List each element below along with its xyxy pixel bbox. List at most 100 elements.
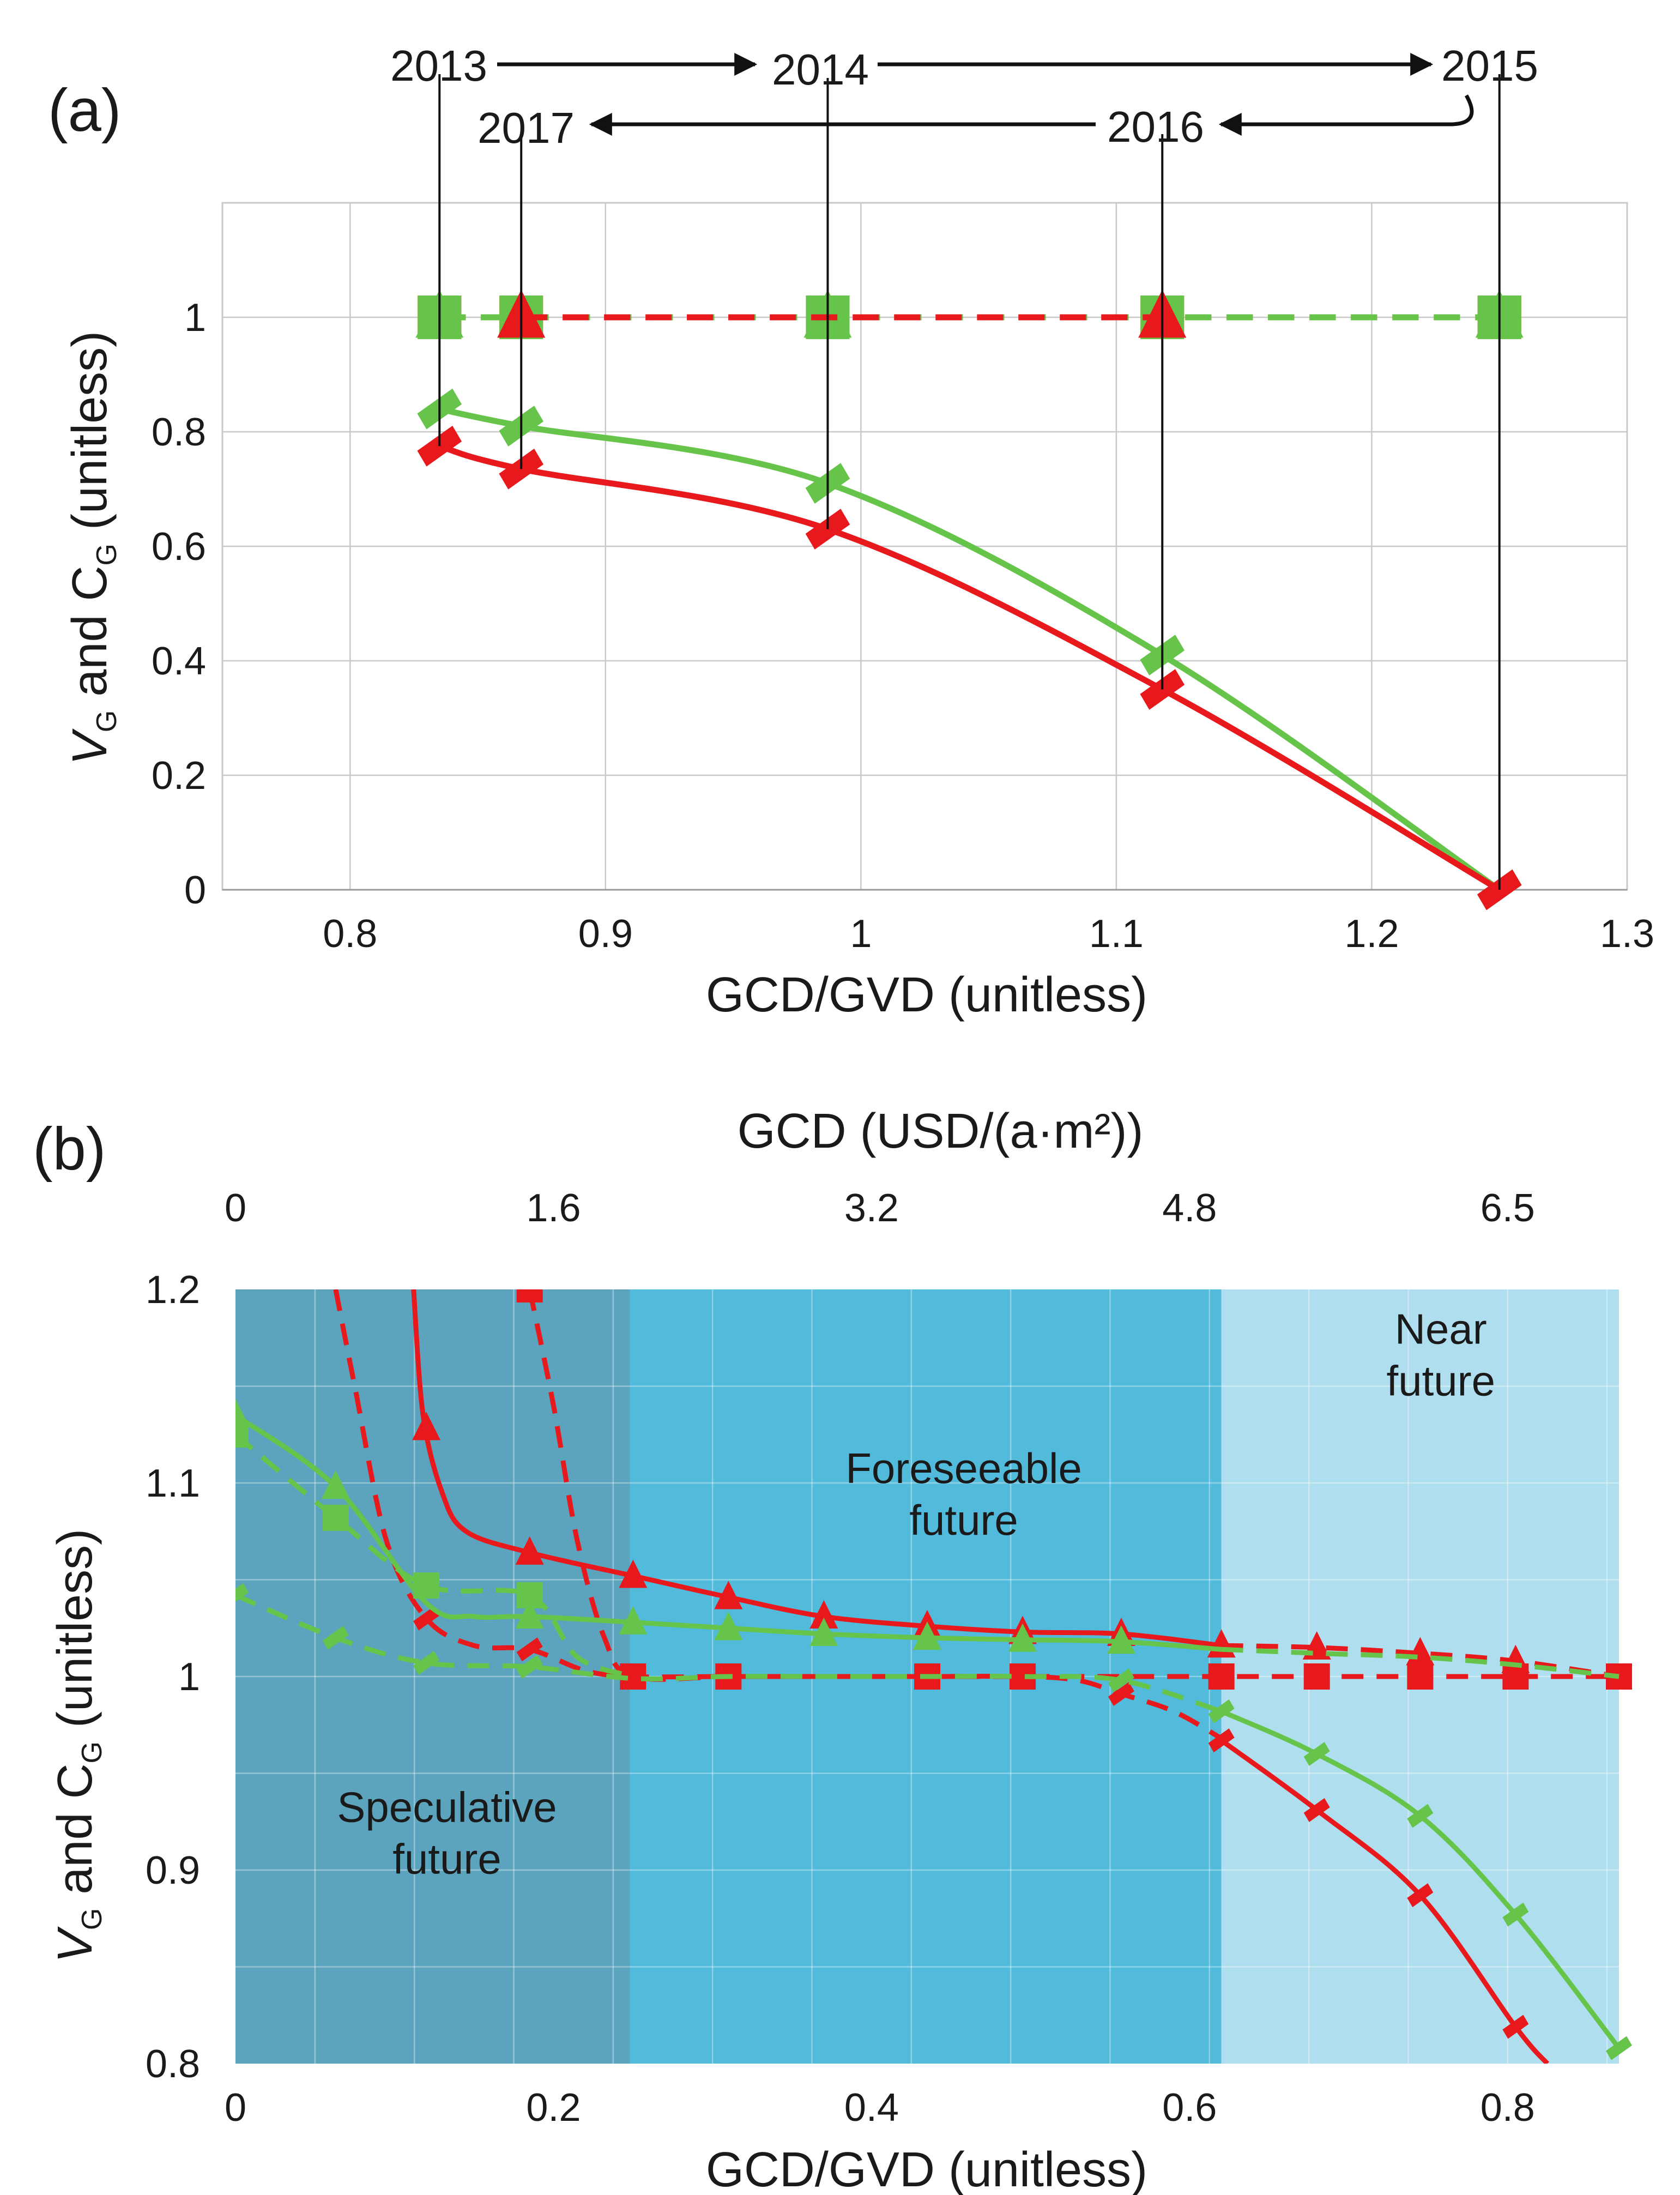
- ylabel-sub-1: G: [76, 1908, 108, 1930]
- x-tick-label: 1.3: [1600, 912, 1654, 956]
- region-background: [235, 1289, 630, 2064]
- ylabel-v: V: [63, 728, 117, 765]
- data-point-marker: [321, 1470, 350, 1499]
- data-point-marker: [714, 1581, 743, 1609]
- series-layer: [235, 1289, 1632, 2064]
- x-tick-label: 1: [850, 912, 872, 956]
- series-line: [235, 1432, 634, 1679]
- x-tick-label: 0.9: [578, 912, 633, 956]
- data-point-marker: [1208, 1663, 1235, 1690]
- series-line: [1221, 1647, 1619, 1679]
- arrow-2015-2016: [1218, 94, 1474, 136]
- panel-b-y-axis-label: VG and CG (unitless): [48, 1529, 108, 1963]
- series-line: [411, 1289, 1222, 1648]
- x-tick-label: 0.8: [1480, 2086, 1535, 2130]
- ylabel-sub-2: G: [76, 1741, 108, 1763]
- data-point-marker: [619, 1606, 648, 1635]
- y-tick-label: 0.9: [146, 1849, 200, 1892]
- panel-a-label: (a): [48, 77, 121, 144]
- region-label: future: [392, 1835, 501, 1883]
- panel-b-axes: 0 0.2 0.4 0.6 0.8 0 1.6 3.2 4.8 6.5 0.8 0.9 1 1.1 1.2: [146, 1186, 1535, 2130]
- x-tick-label: 0.4: [844, 2086, 899, 2130]
- top-x-tick-label: 0: [225, 1186, 246, 1230]
- data-point-marker: [1502, 2015, 1529, 2039]
- data-point-marker: [1502, 1663, 1529, 1690]
- data-point-marker: [413, 1651, 440, 1675]
- data-point-marker: [322, 1626, 349, 1650]
- panel-b-region-labels: SpeculativefutureForeseeablefutureNearfu…: [337, 1305, 1495, 1883]
- panel-b-top-axis-label: GCD (USD/(a·m²)): [738, 1104, 1144, 1159]
- data-point-marker: [516, 1582, 543, 1608]
- ylabel-sub-2: G: [91, 544, 123, 565]
- data-point-marker: [1407, 1804, 1434, 1828]
- year-label-2015: 2015: [1441, 41, 1538, 90]
- ylabel-sub-1: G: [91, 710, 123, 732]
- data-point-marker: [809, 1618, 838, 1646]
- y-tick-label: 0.4: [152, 640, 206, 683]
- data-point-marker: [1208, 1728, 1235, 1753]
- x-tick-label: 0.8: [323, 912, 377, 956]
- data-point-marker: [1407, 1663, 1434, 1690]
- y-tick-label: 1.2: [146, 1268, 200, 1312]
- data-point-marker: [1108, 1668, 1134, 1693]
- data-point-marker: [1008, 1623, 1037, 1652]
- panel-a-x-axis-label: GCD/GVD (unitless): [706, 968, 1147, 1022]
- data-point-marker: [1303, 1742, 1330, 1766]
- y-tick-label: 1: [178, 1655, 200, 1699]
- ylabel-v: V: [48, 1926, 102, 1963]
- data-point-marker: [1107, 1625, 1135, 1654]
- data-point-marker: [1108, 1681, 1134, 1706]
- region-label: future: [909, 1496, 1018, 1544]
- y-tick-label: 0.8: [152, 411, 206, 454]
- y-tick-label: 0.8: [146, 2042, 200, 2086]
- top-x-tick-label: 4.8: [1162, 1186, 1217, 1230]
- data-point-marker: [412, 1412, 441, 1440]
- y-tick-label: 0: [184, 869, 206, 912]
- region-label: Near: [1395, 1305, 1487, 1353]
- data-point-marker: [1502, 1902, 1529, 1927]
- y-tick-label: 0.2: [152, 754, 206, 798]
- series-line: [333, 1289, 1223, 1741]
- data-point-marker: [516, 1637, 543, 1662]
- panel-a-y-axis-label: VG and CG (unitless): [63, 331, 123, 765]
- data-point-marker: [1208, 1699, 1235, 1723]
- data-point-marker: [1303, 1663, 1330, 1690]
- data-point-marker: [516, 1655, 543, 1679]
- data-point-marker: [516, 1289, 543, 1302]
- y-tick-label: 0.6: [152, 525, 206, 569]
- year-label-2014: 2014: [772, 45, 869, 94]
- panel-a-year-annotations: 2013 2014 2015 2016 2017: [390, 41, 1538, 890]
- year-label-2013: 2013: [390, 41, 487, 90]
- series-line: [235, 1593, 1223, 1714]
- data-point-marker: [235, 1398, 250, 1427]
- top-x-tick-label: 1.6: [526, 1186, 581, 1230]
- panel-b-label: (b): [33, 1115, 106, 1183]
- ylabel-unit: (unitless): [63, 331, 117, 544]
- panel-b-series: [235, 1289, 1632, 2064]
- data-point-marker: [235, 1583, 249, 1602]
- x-tick-label: 0.6: [1162, 2086, 1217, 2130]
- ylabel-and: and C: [48, 1763, 102, 1908]
- region-label: Speculative: [337, 1783, 557, 1831]
- x-tick-label: 1.1: [1089, 912, 1144, 956]
- top-x-tick-label: 6.5: [1480, 1186, 1535, 1230]
- y-tick-label: 1.1: [146, 1462, 200, 1505]
- data-point-marker: [413, 1572, 440, 1599]
- data-point-marker: [1303, 1798, 1330, 1822]
- region-label: Foreseeable: [845, 1444, 1082, 1492]
- data-point-marker: [809, 1600, 838, 1629]
- year-label-2016: 2016: [1107, 102, 1204, 151]
- data-point-marker: [1606, 2036, 1632, 2060]
- ylabel-unit: (unitless): [48, 1529, 102, 1741]
- panel-a-chart: (a) 0.8 0.9 1 1.1 1.2 1.300.20.40.60.81 2013 2…: [48, 41, 1654, 1022]
- data-point-marker: [322, 1504, 349, 1531]
- panel-a-axes: 0.8 0.9 1 1.1 1.2 1.3 0 0.2 0.4 0.6 0.8 1: [152, 296, 1654, 956]
- data-point-marker: [515, 1600, 544, 1629]
- data-point-marker: [515, 1536, 544, 1565]
- x-tick-label: 0: [225, 2086, 246, 2130]
- x-tick-label: 0.2: [526, 2086, 581, 2130]
- x-tick-label: 1.2: [1344, 912, 1399, 956]
- top-x-tick-label: 3.2: [844, 1186, 899, 1230]
- panel-b-x-axis-label: GCD/GVD (unitless): [706, 2143, 1147, 2195]
